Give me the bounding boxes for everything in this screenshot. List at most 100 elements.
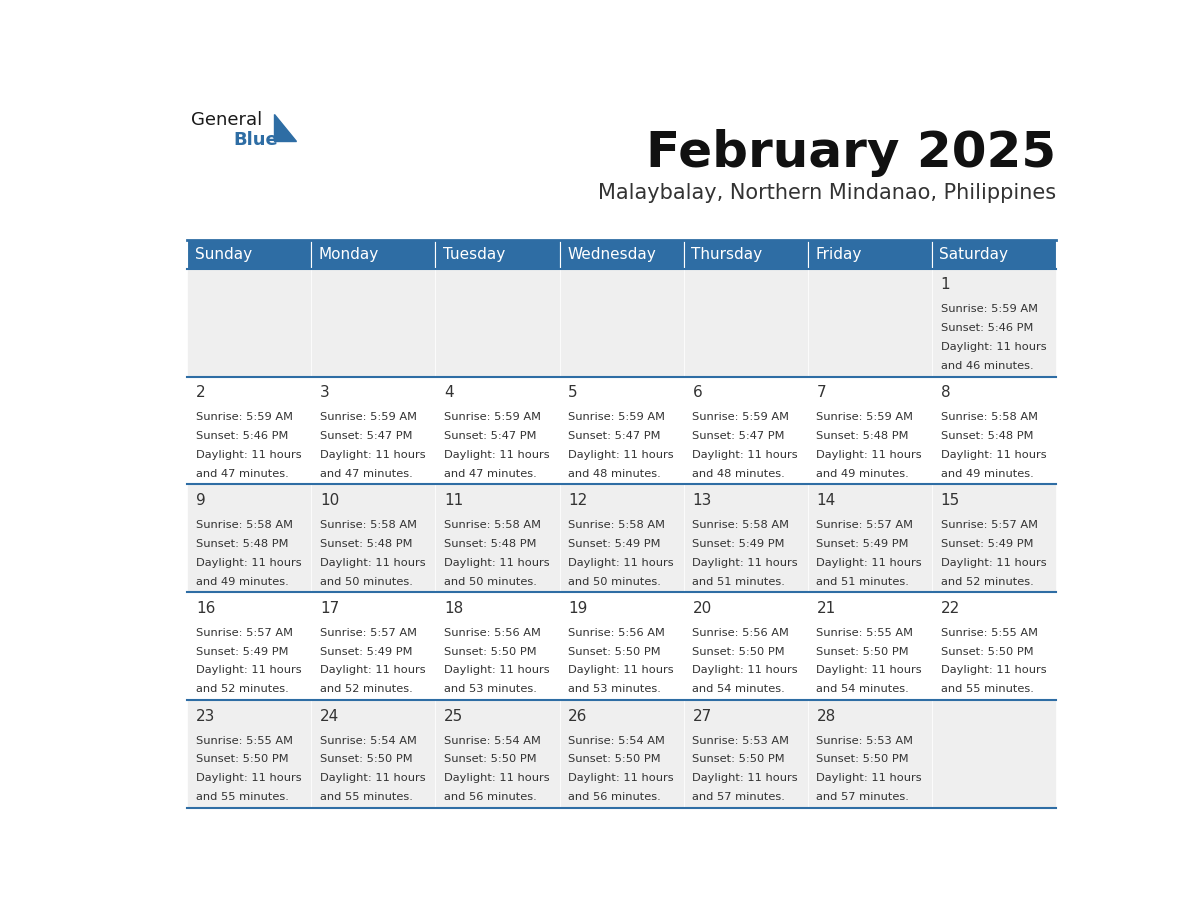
Text: Sunrise: 5:58 AM: Sunrise: 5:58 AM [320, 520, 417, 530]
Bar [683, 592, 808, 700]
Text: Sunrise: 5:58 AM: Sunrise: 5:58 AM [196, 520, 293, 530]
Bar [436, 592, 560, 700]
Text: Sunset: 5:50 PM: Sunset: 5:50 PM [816, 646, 909, 656]
Bar [436, 376, 560, 485]
Text: Sunrise: 5:59 AM: Sunrise: 5:59 AM [444, 412, 542, 422]
Text: Sunset: 5:50 PM: Sunset: 5:50 PM [444, 755, 537, 765]
Bar [808, 700, 931, 808]
Text: Daylight: 11 hours: Daylight: 11 hours [196, 666, 302, 676]
Text: Malaybalay, Northern Mindanao, Philippines: Malaybalay, Northern Mindanao, Philippin… [598, 184, 1056, 203]
Text: Daylight: 11 hours: Daylight: 11 hours [941, 666, 1047, 676]
Text: Sunset: 5:50 PM: Sunset: 5:50 PM [196, 755, 289, 765]
Text: Daylight: 11 hours: Daylight: 11 hours [444, 450, 550, 460]
Bar [560, 485, 683, 592]
Text: and 46 minutes.: and 46 minutes. [941, 361, 1034, 371]
Text: Sunset: 5:50 PM: Sunset: 5:50 PM [693, 646, 785, 656]
Text: Sunset: 5:48 PM: Sunset: 5:48 PM [444, 539, 537, 549]
Text: Sunrise: 5:55 AM: Sunrise: 5:55 AM [941, 628, 1037, 638]
Text: Sunrise: 5:53 AM: Sunrise: 5:53 AM [816, 735, 914, 745]
Text: and 52 minutes.: and 52 minutes. [320, 684, 412, 694]
Bar [808, 485, 931, 592]
Text: Sunrise: 5:58 AM: Sunrise: 5:58 AM [444, 520, 542, 530]
Text: Sunset: 5:49 PM: Sunset: 5:49 PM [941, 539, 1034, 549]
Text: Daylight: 11 hours: Daylight: 11 hours [816, 450, 922, 460]
Text: Daylight: 11 hours: Daylight: 11 hours [816, 666, 922, 676]
Text: Sunset: 5:50 PM: Sunset: 5:50 PM [568, 755, 661, 765]
Text: Sunrise: 5:55 AM: Sunrise: 5:55 AM [816, 628, 914, 638]
Bar [931, 269, 1056, 376]
Bar [683, 700, 808, 808]
Bar [683, 485, 808, 592]
Text: Daylight: 11 hours: Daylight: 11 hours [568, 666, 674, 676]
Text: Sunset: 5:48 PM: Sunset: 5:48 PM [941, 431, 1034, 441]
Text: and 53 minutes.: and 53 minutes. [444, 684, 537, 694]
Text: Sunrise: 5:55 AM: Sunrise: 5:55 AM [196, 735, 293, 745]
Text: Sunset: 5:47 PM: Sunset: 5:47 PM [568, 431, 661, 441]
Text: Sunrise: 5:54 AM: Sunrise: 5:54 AM [444, 735, 541, 745]
Bar [808, 240, 931, 269]
Bar [683, 376, 808, 485]
Text: 5: 5 [568, 386, 577, 400]
Text: Sunset: 5:50 PM: Sunset: 5:50 PM [568, 646, 661, 656]
Text: Blue: Blue [234, 130, 278, 149]
Bar [560, 592, 683, 700]
Text: Thursday: Thursday [691, 247, 763, 262]
Bar [436, 700, 560, 808]
Bar [311, 240, 436, 269]
Text: Sunset: 5:47 PM: Sunset: 5:47 PM [320, 431, 412, 441]
Text: Sunset: 5:46 PM: Sunset: 5:46 PM [941, 323, 1034, 333]
Text: Daylight: 11 hours: Daylight: 11 hours [568, 773, 674, 783]
Text: Sunrise: 5:58 AM: Sunrise: 5:58 AM [693, 520, 789, 530]
Text: Monday: Monday [318, 247, 379, 262]
Text: and 57 minutes.: and 57 minutes. [816, 792, 909, 802]
Text: Tuesday: Tuesday [443, 247, 505, 262]
Text: Sunset: 5:47 PM: Sunset: 5:47 PM [693, 431, 785, 441]
Text: Daylight: 11 hours: Daylight: 11 hours [568, 450, 674, 460]
Text: 12: 12 [568, 493, 588, 508]
Text: Daylight: 11 hours: Daylight: 11 hours [693, 557, 798, 567]
Bar [436, 485, 560, 592]
Text: and 49 minutes.: and 49 minutes. [941, 469, 1034, 479]
Text: Saturday: Saturday [940, 247, 1009, 262]
Text: 13: 13 [693, 493, 712, 508]
Bar [188, 376, 311, 485]
Bar [683, 240, 808, 269]
Bar [931, 592, 1056, 700]
Text: Sunrise: 5:53 AM: Sunrise: 5:53 AM [693, 735, 789, 745]
Bar [560, 700, 683, 808]
Text: 20: 20 [693, 600, 712, 616]
Text: Sunset: 5:50 PM: Sunset: 5:50 PM [693, 755, 785, 765]
Text: Daylight: 11 hours: Daylight: 11 hours [320, 773, 425, 783]
Bar [311, 592, 436, 700]
Text: Sunrise: 5:59 AM: Sunrise: 5:59 AM [196, 412, 293, 422]
Text: Sunset: 5:49 PM: Sunset: 5:49 PM [320, 646, 412, 656]
Text: Daylight: 11 hours: Daylight: 11 hours [941, 557, 1047, 567]
Text: 21: 21 [816, 600, 835, 616]
Bar [436, 269, 560, 376]
Text: Sunrise: 5:56 AM: Sunrise: 5:56 AM [568, 628, 665, 638]
Text: Sunrise: 5:57 AM: Sunrise: 5:57 AM [941, 520, 1037, 530]
Text: Sunrise: 5:59 AM: Sunrise: 5:59 AM [941, 305, 1037, 314]
Text: 18: 18 [444, 600, 463, 616]
Text: Sunrise: 5:54 AM: Sunrise: 5:54 AM [320, 735, 417, 745]
Text: 7: 7 [816, 386, 826, 400]
Text: Friday: Friday [815, 247, 861, 262]
Text: and 49 minutes.: and 49 minutes. [816, 469, 909, 479]
Text: Sunrise: 5:59 AM: Sunrise: 5:59 AM [816, 412, 914, 422]
Text: 11: 11 [444, 493, 463, 508]
Bar [560, 269, 683, 376]
Bar [311, 485, 436, 592]
Text: Sunday: Sunday [195, 247, 252, 262]
Bar [560, 376, 683, 485]
Text: and 53 minutes.: and 53 minutes. [568, 684, 662, 694]
Text: Daylight: 11 hours: Daylight: 11 hours [941, 450, 1047, 460]
Bar [560, 240, 683, 269]
Text: Sunrise: 5:59 AM: Sunrise: 5:59 AM [693, 412, 789, 422]
Text: and 51 minutes.: and 51 minutes. [693, 577, 785, 587]
Text: Wednesday: Wednesday [567, 247, 656, 262]
Text: Sunrise: 5:58 AM: Sunrise: 5:58 AM [568, 520, 665, 530]
Text: Sunrise: 5:57 AM: Sunrise: 5:57 AM [196, 628, 293, 638]
Text: Daylight: 11 hours: Daylight: 11 hours [693, 666, 798, 676]
Text: and 52 minutes.: and 52 minutes. [196, 684, 289, 694]
Bar [808, 592, 931, 700]
